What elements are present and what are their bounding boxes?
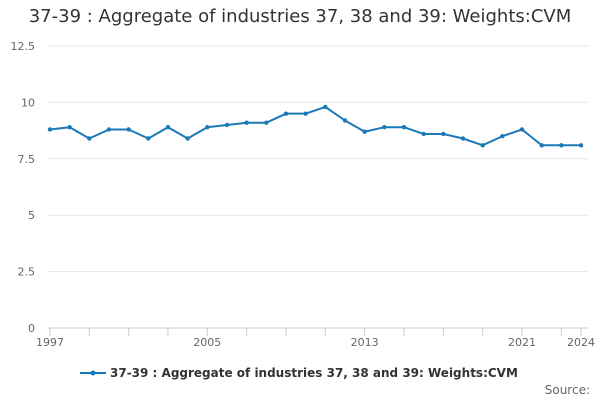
x-tick-label: 2005 — [193, 336, 221, 349]
y-tick-label: 7.5 — [18, 153, 36, 166]
data-point — [205, 125, 210, 130]
data-point — [185, 136, 190, 141]
data-point — [283, 111, 289, 116]
data-point — [244, 120, 249, 125]
legend-label: 37-39 : Aggregate of industries 37, 38 a… — [110, 366, 518, 380]
data-point — [67, 125, 72, 130]
x-tick-label: 2021 — [508, 336, 536, 349]
y-tick-label: 10 — [21, 96, 35, 109]
data-point — [165, 125, 171, 130]
data-point — [519, 127, 525, 132]
data-point — [126, 127, 131, 132]
data-point — [264, 120, 269, 125]
x-tick-label: 2024 — [567, 336, 595, 349]
legend-line-icon — [80, 370, 106, 376]
y-tick-label: 2.5 — [18, 266, 36, 279]
y-tick-label: 0 — [28, 322, 35, 335]
data-point — [87, 136, 92, 141]
series-line — [49, 105, 582, 147]
data-point — [362, 129, 367, 134]
data-point — [224, 122, 230, 128]
data-point — [342, 118, 348, 123]
x-tick-label: 2013 — [351, 336, 379, 349]
data-point — [480, 143, 485, 148]
chart-title: 37-39 : Aggregate of industries 37, 38 a… — [28, 6, 572, 27]
source-label: Source: — [544, 383, 590, 397]
data-point — [460, 136, 466, 141]
data-point — [401, 125, 407, 130]
y-tick-label: 5 — [28, 209, 35, 222]
data-point — [441, 131, 446, 137]
data-point — [146, 136, 151, 141]
data-point — [421, 131, 426, 137]
data-point — [47, 127, 53, 132]
data-point — [578, 143, 584, 148]
data-point — [539, 143, 544, 148]
x-tick-label: 1997 — [36, 336, 64, 349]
data-point — [382, 125, 387, 130]
data-point — [323, 104, 328, 110]
data-point — [303, 111, 308, 116]
legend[interactable]: 37-39 : Aggregate of industries 37, 38 a… — [80, 366, 518, 380]
data-point — [559, 143, 564, 148]
data-point — [500, 134, 505, 139]
data-point — [106, 127, 112, 132]
y-tick-label: 12.5 — [11, 40, 36, 53]
